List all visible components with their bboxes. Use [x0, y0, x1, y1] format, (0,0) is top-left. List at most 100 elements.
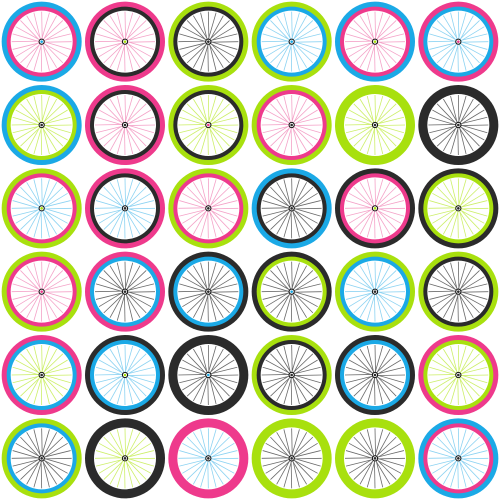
wheel-hub-center — [457, 290, 460, 293]
wheel-hub-center — [457, 123, 460, 127]
wheel-spokes — [94, 94, 156, 156]
wheel-hub-center — [290, 457, 293, 460]
wheel — [418, 168, 499, 249]
wheel-hub-center — [457, 373, 460, 377]
wheel-spokes — [428, 94, 489, 156]
wheel-hub-center — [123, 373, 127, 377]
wheel — [85, 251, 165, 332]
wheel-hub-center — [207, 40, 210, 43]
wheel-spokes — [344, 94, 406, 156]
wheel — [1, 168, 82, 249]
wheel-spokes — [178, 94, 239, 156]
wheel-spokes — [344, 261, 406, 322]
wheel-hub-center — [207, 207, 210, 210]
wheel — [251, 251, 332, 332]
wheel-spokes — [261, 344, 322, 406]
wheel-hub-center — [457, 207, 460, 210]
wheel-hub-center — [207, 373, 210, 377]
wheel — [335, 1, 415, 82]
wheel-spokes — [344, 428, 406, 489]
wheel-spokes — [344, 178, 406, 239]
wheel-hub-center — [40, 40, 43, 43]
wheel — [335, 85, 415, 165]
wheel-spokes — [94, 344, 156, 406]
wheel — [85, 335, 165, 415]
wheel — [418, 251, 499, 332]
wheel — [1, 335, 82, 415]
wheel-hub-center — [123, 290, 127, 293]
wheel — [418, 85, 499, 165]
wheel-hub-center — [373, 40, 377, 43]
wheel-hub-center — [290, 207, 293, 210]
wheel-spokes — [261, 261, 322, 322]
wheel-hub-center — [40, 290, 43, 293]
wheel-spokes — [428, 178, 489, 239]
wheel — [251, 335, 332, 415]
wheel — [1, 418, 82, 499]
wheel-hub-center — [290, 40, 293, 43]
wheel — [1, 251, 82, 332]
wheel-hub-center — [40, 123, 43, 127]
wheel-hub-center — [207, 457, 210, 460]
wheel-spokes — [261, 11, 322, 72]
wheel-hub-center — [40, 373, 43, 377]
wheel-spokes — [11, 178, 72, 239]
wheel — [85, 85, 165, 165]
wheel — [418, 1, 499, 82]
wheel-hub-center — [290, 373, 293, 377]
wheel-hub-center — [373, 290, 377, 293]
wheel-hub-center — [207, 290, 210, 293]
wheel-spokes — [261, 428, 322, 489]
wheel-hub-center — [123, 207, 127, 210]
wheel-hub-center — [373, 373, 377, 377]
wheel-spokes — [94, 428, 156, 489]
wheel-hub-center — [123, 123, 127, 127]
wheel-spokes — [261, 178, 322, 239]
wheel-spokes — [344, 344, 406, 406]
wheel-hub-center — [40, 457, 43, 460]
wheel — [1, 85, 82, 165]
wheel-spokes — [178, 344, 239, 406]
wheel — [168, 85, 249, 165]
wheel-spokes — [11, 11, 72, 72]
wheel-spokes — [178, 428, 239, 489]
wheel-hub-center — [207, 123, 210, 127]
wheel-spokes — [178, 261, 239, 322]
wheel-spokes — [178, 178, 239, 239]
wheel — [85, 168, 165, 249]
wheel-hub-center — [373, 123, 377, 127]
wheel-hub-center — [40, 207, 43, 210]
wheel — [251, 418, 332, 499]
wheel — [85, 418, 165, 499]
wheel-spokes — [11, 94, 72, 156]
wheel-hub-center — [373, 457, 377, 460]
wheel-spokes — [178, 11, 239, 72]
wheel — [251, 168, 332, 249]
wheel — [168, 168, 249, 249]
wheel-hub-center — [457, 40, 460, 43]
wheel-spokes — [428, 11, 489, 72]
wheel-hub-center — [373, 207, 377, 210]
wheel — [1, 1, 82, 82]
wheel-spokes — [344, 11, 406, 72]
wheel-hub-center — [123, 457, 127, 460]
wheel — [168, 251, 249, 332]
wheel — [85, 1, 165, 82]
wheel-spokes — [428, 344, 489, 406]
wheel — [251, 1, 332, 82]
wheel — [168, 1, 249, 82]
wheel — [335, 251, 415, 332]
wheel-hub-center — [123, 40, 127, 43]
wheel-spokes — [261, 94, 322, 156]
wheel-spokes — [11, 261, 72, 322]
wheel — [251, 85, 332, 165]
wheel-hub-center — [290, 290, 293, 293]
wheel-hub-center — [457, 457, 460, 460]
wheel-hub-center — [290, 123, 293, 127]
wheel-spokes — [428, 261, 489, 322]
wheel-spokes — [94, 261, 156, 322]
wheel — [335, 168, 415, 249]
wheel — [168, 335, 249, 415]
wheel — [335, 418, 415, 499]
